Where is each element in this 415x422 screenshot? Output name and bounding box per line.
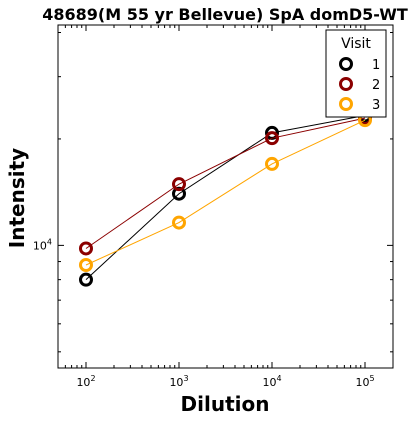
series-layer [78, 108, 373, 287]
legend-marker [339, 57, 353, 71]
data-point [265, 156, 280, 171]
legend-label: 3 [372, 98, 380, 113]
x-axis-label: Dilution [181, 392, 270, 416]
legend-title: Visit [341, 36, 371, 52]
series-3 [78, 113, 373, 273]
data-point [78, 272, 93, 287]
data-point [171, 215, 186, 230]
data-point [78, 241, 93, 256]
y-axis-label: Intensity [5, 148, 29, 248]
data-point [78, 258, 93, 273]
legend-label: 2 [372, 78, 380, 93]
series-1 [78, 108, 373, 287]
legend-label: 1 [372, 58, 380, 73]
x-tick-label: 103 [169, 374, 188, 389]
data-point [171, 177, 186, 192]
series-line [85, 114, 366, 281]
axis-ticks: 102 103 104 105 104 [33, 25, 394, 389]
x-tick-label: 105 [355, 374, 374, 389]
series-2 [78, 111, 373, 256]
plot-area-frame [57, 24, 394, 369]
legend-marker [339, 97, 353, 111]
chart-title: 48689(M 55 yr Bellevue) SpA domD5-WT [42, 5, 408, 24]
series-line [85, 119, 366, 266]
x-tick-label: 102 [76, 374, 95, 389]
legend-box [325, 29, 387, 118]
y-tick-label: 104 [33, 237, 52, 252]
legend-marker [339, 77, 353, 91]
data-point [265, 131, 280, 146]
series-line [85, 117, 366, 249]
x-tick-label: 104 [262, 374, 281, 389]
